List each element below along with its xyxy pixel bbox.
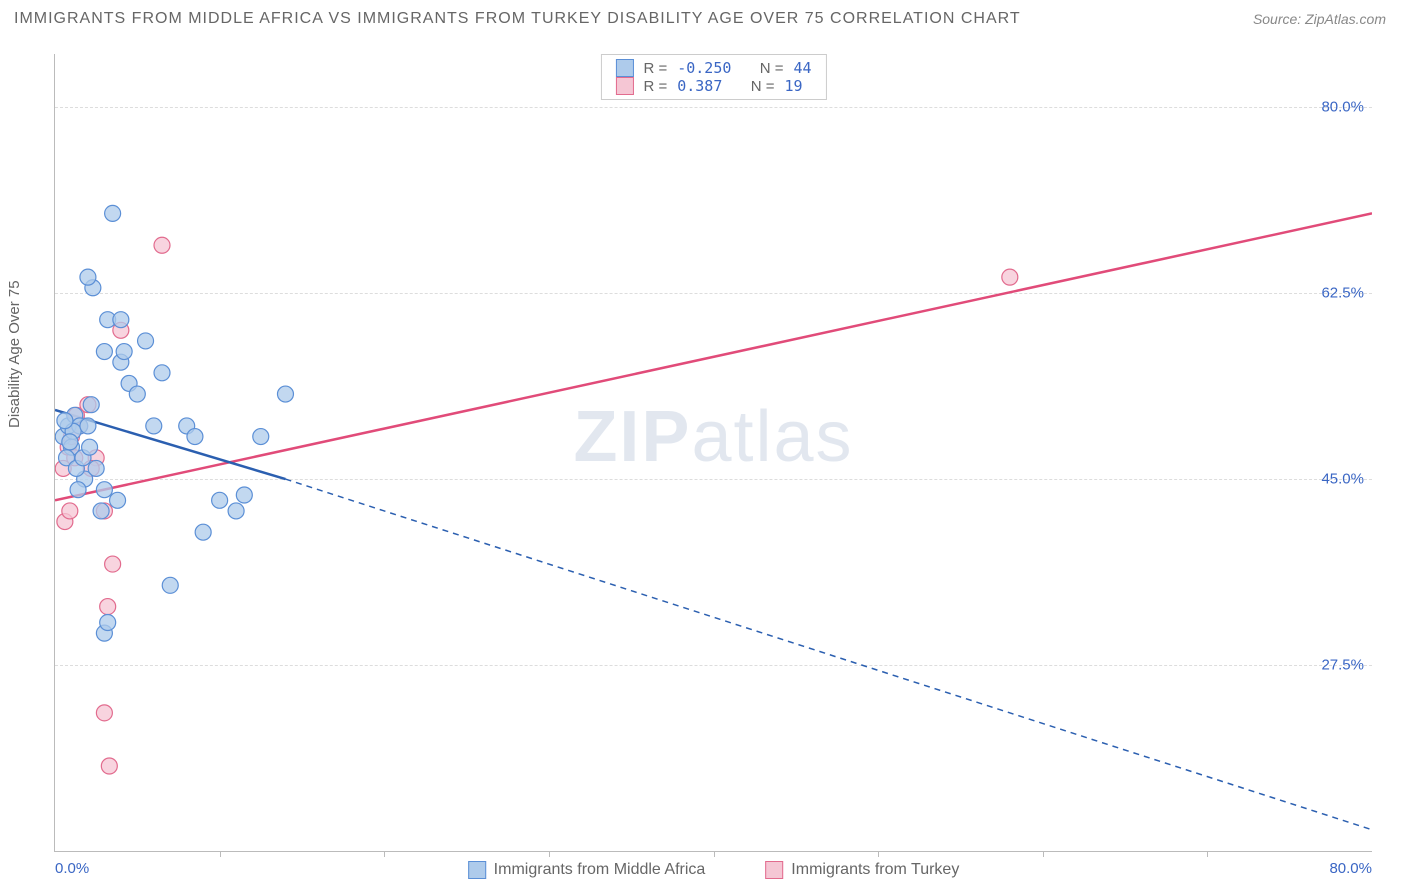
data-point-turkey bbox=[62, 503, 78, 519]
chart-title: IMMIGRANTS FROM MIDDLE AFRICA VS IMMIGRA… bbox=[14, 10, 1021, 28]
regression-line-africa-dashed bbox=[285, 479, 1372, 830]
y-axis-label: Disability Age Over 75 bbox=[6, 280, 23, 428]
data-point-middle_africa bbox=[129, 386, 145, 402]
data-point-middle_africa bbox=[138, 333, 154, 349]
n-label: N = bbox=[760, 60, 784, 77]
swatch-series-1 bbox=[615, 77, 633, 95]
data-point-middle_africa bbox=[236, 487, 252, 503]
legend-series: Immigrants from Middle Africa Immigrants… bbox=[468, 861, 960, 879]
data-point-turkey bbox=[105, 556, 121, 572]
x-tick-label: 0.0% bbox=[55, 860, 89, 877]
data-point-middle_africa bbox=[146, 418, 162, 434]
chart-header: IMMIGRANTS FROM MIDDLE AFRICA VS IMMIGRA… bbox=[0, 0, 1406, 36]
r-label: R = bbox=[643, 60, 667, 77]
source-prefix: Source: bbox=[1253, 11, 1305, 27]
data-point-middle_africa bbox=[253, 429, 269, 445]
legend-item-1: Immigrants from Turkey bbox=[765, 861, 959, 879]
data-point-middle_africa bbox=[113, 312, 129, 328]
data-point-middle_africa bbox=[187, 429, 203, 445]
data-point-turkey bbox=[1002, 269, 1018, 285]
data-point-middle_africa bbox=[228, 503, 244, 519]
data-point-middle_africa bbox=[93, 503, 109, 519]
r-value-0: -0.250 bbox=[677, 59, 731, 77]
swatch-series-1-icon bbox=[765, 861, 783, 879]
plot-area: ZIPatlas R = -0.250 N = 44 R = 0.387 N =… bbox=[54, 54, 1372, 852]
data-point-middle_africa bbox=[83, 397, 99, 413]
data-point-middle_africa bbox=[96, 482, 112, 498]
r-label: R = bbox=[643, 78, 667, 95]
data-point-middle_africa bbox=[100, 615, 116, 631]
data-point-turkey bbox=[154, 237, 170, 253]
data-point-middle_africa bbox=[62, 434, 78, 450]
plot-svg bbox=[55, 54, 1372, 851]
data-point-middle_africa bbox=[80, 269, 96, 285]
legend-stats-row-0: R = -0.250 N = 44 bbox=[615, 59, 811, 77]
data-point-middle_africa bbox=[195, 524, 211, 540]
data-point-middle_africa bbox=[57, 413, 73, 429]
source-link[interactable]: ZipAtlas.com bbox=[1305, 11, 1386, 27]
data-point-middle_africa bbox=[154, 365, 170, 381]
data-point-middle_africa bbox=[277, 386, 293, 402]
source-attribution: Source: ZipAtlas.com bbox=[1253, 11, 1386, 27]
legend-label-0: Immigrants from Middle Africa bbox=[494, 861, 706, 879]
data-point-middle_africa bbox=[212, 492, 228, 508]
n-value-0: 44 bbox=[794, 59, 812, 77]
data-point-middle_africa bbox=[116, 344, 132, 360]
legend-stats: R = -0.250 N = 44 R = 0.387 N = 19 bbox=[600, 54, 826, 100]
legend-item-0: Immigrants from Middle Africa bbox=[468, 861, 706, 879]
x-tick-label: 80.0% bbox=[1329, 860, 1372, 877]
data-point-middle_africa bbox=[110, 492, 126, 508]
data-point-middle_africa bbox=[70, 482, 86, 498]
legend-stats-row-1: R = 0.387 N = 19 bbox=[615, 77, 811, 95]
data-point-middle_africa bbox=[88, 460, 104, 476]
data-point-turkey bbox=[101, 758, 117, 774]
data-point-middle_africa bbox=[105, 205, 121, 221]
n-label: N = bbox=[751, 78, 775, 95]
chart-container: Disability Age Over 75 ZIPatlas R = -0.2… bbox=[14, 44, 1392, 892]
data-point-middle_africa bbox=[82, 439, 98, 455]
n-value-1: 19 bbox=[784, 77, 802, 95]
swatch-series-0-icon bbox=[468, 861, 486, 879]
regression-line-turkey bbox=[55, 213, 1372, 500]
data-point-middle_africa bbox=[162, 577, 178, 593]
swatch-series-0 bbox=[615, 59, 633, 77]
data-point-turkey bbox=[100, 599, 116, 615]
r-value-1: 0.387 bbox=[677, 77, 722, 95]
data-point-middle_africa bbox=[80, 418, 96, 434]
data-point-turkey bbox=[96, 705, 112, 721]
data-point-middle_africa bbox=[96, 344, 112, 360]
legend-label-1: Immigrants from Turkey bbox=[791, 861, 959, 879]
